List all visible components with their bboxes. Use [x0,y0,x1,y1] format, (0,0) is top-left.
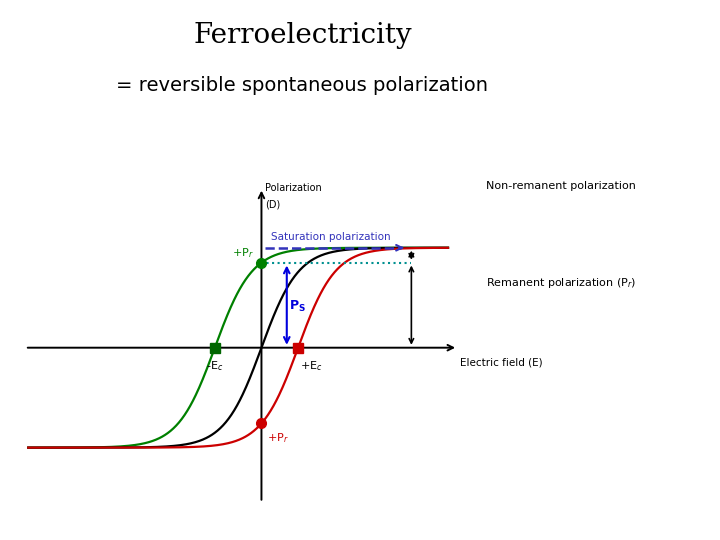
Text: +P$_r$: +P$_r$ [232,246,253,260]
Text: +P$_r$: +P$_r$ [267,431,289,445]
Text: Saturation polarization: Saturation polarization [271,232,391,242]
Text: Polarization: Polarization [265,183,322,193]
Text: = reversible spontaneous polarization: = reversible spontaneous polarization [117,76,488,94]
Text: Remanent polarization (P$_r$): Remanent polarization (P$_r$) [486,276,636,291]
Text: +E$_c$: +E$_c$ [300,360,323,374]
Text: (D): (D) [265,200,280,210]
Text: -E$_c$: -E$_c$ [206,360,223,374]
Text: Non-remanent polarization: Non-remanent polarization [486,181,636,191]
Text: Ferroelectricity: Ferroelectricity [193,22,412,49]
Text: Electric field (E): Electric field (E) [460,357,543,368]
Text: $\mathbf{P_S}$: $\mathbf{P_S}$ [289,299,307,314]
